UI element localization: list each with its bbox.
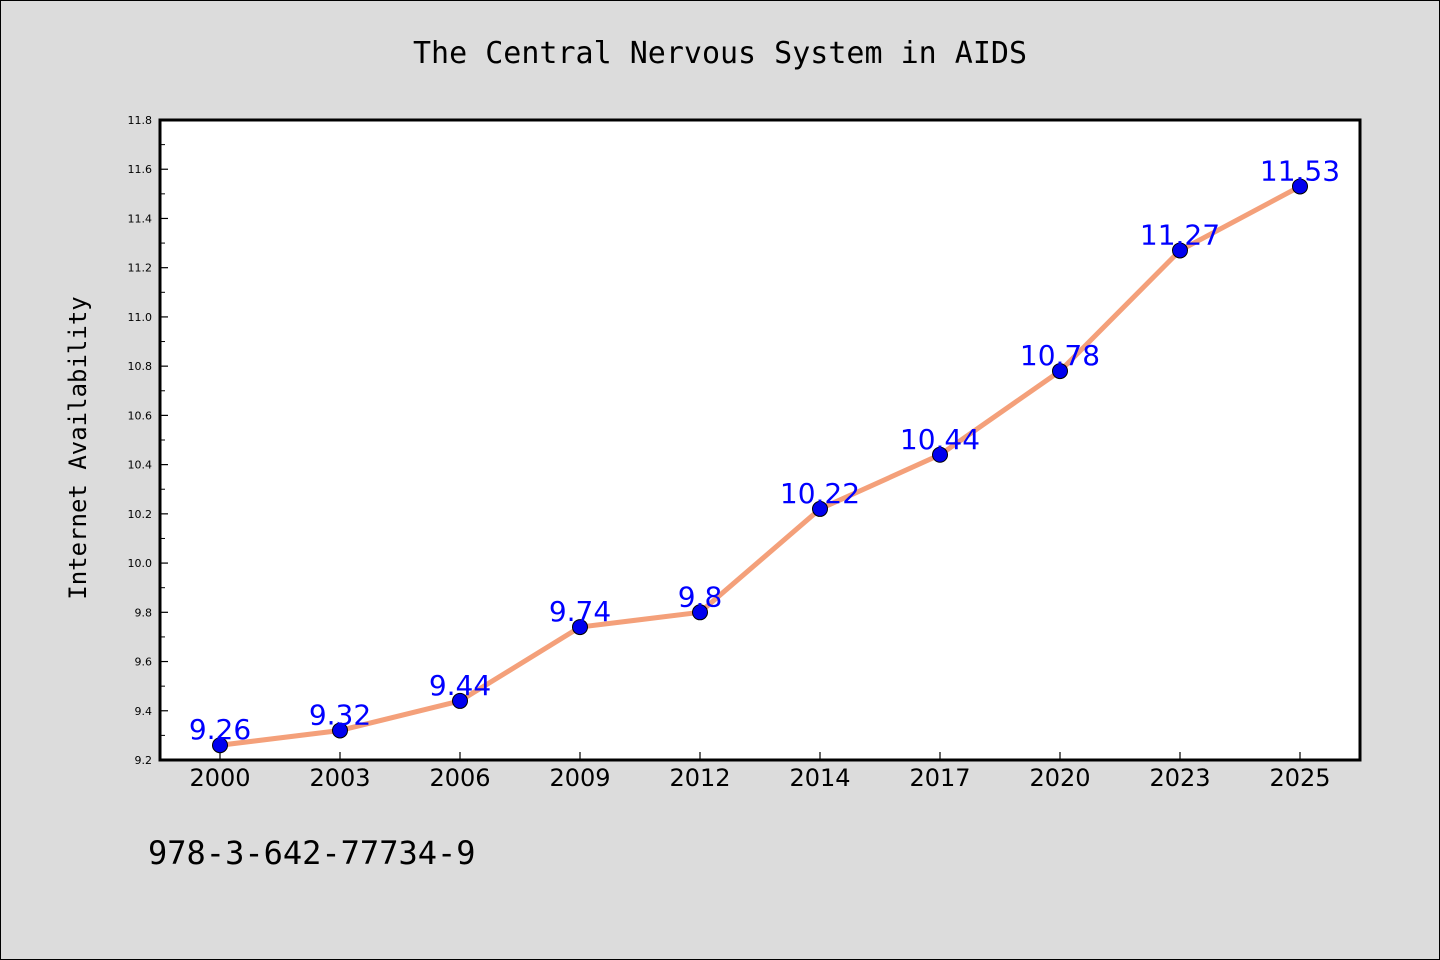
y-tick-label: 11.0 [128,311,153,324]
data-label: 10.22 [780,477,860,510]
plot-frame [158,118,1362,762]
chart-title: The Central Nervous System in AIDS [413,36,1027,71]
y-tick-label: 10.4 [128,459,153,472]
y-tick-label: 11.8 [128,114,153,127]
x-tick-label: 2020 [1029,764,1090,792]
y-tick-label: 11.2 [128,262,153,275]
x-tick-label: 2025 [1269,764,1330,792]
y-tick-label: 9.4 [135,705,153,718]
y-tick-label: 9.6 [135,656,153,669]
data-point [692,604,708,621]
data-label: 9.8 [678,580,723,613]
y-tick-label: 9.8 [135,606,153,619]
y-axis-label: Internet Availability [64,296,92,599]
x-tick-label: 2009 [549,764,610,792]
data-label: 11.27 [1140,218,1220,251]
isbn-text: 978-3-642-77734-9 [148,834,476,872]
data-point [932,446,948,463]
data-point [1172,242,1188,259]
data-label: 9.44 [429,669,491,702]
data-label: 9.74 [549,595,611,628]
data-point [812,500,828,517]
y-tick-label: 10.0 [128,557,153,570]
y-tick-label: 11.4 [128,212,153,225]
x-tick-label: 2000 [189,764,250,792]
x-tick-label: 2012 [669,764,730,792]
y-tick-label: 10.8 [128,360,153,373]
series-line [219,184,1302,748]
y-tick-label: 10.2 [128,508,153,521]
plot-area [160,120,1360,760]
data-label: 11.53 [1260,154,1340,187]
data-point [452,692,468,709]
x-tick-label: 2023 [1149,764,1210,792]
data-point [1292,178,1308,195]
x-tick-label: 2006 [429,764,490,792]
data-label: 10.78 [1020,339,1100,372]
y-tick-label: 10.6 [128,409,153,422]
data-label: 9.26 [189,713,251,746]
x-tick-label: 2017 [909,764,970,792]
data-labels: 9.26 9.32 9.44 9.74 9.8 10.22 10.44 10.78 11.27 1… [189,154,1340,746]
y-tick-label: 11.6 [128,163,153,176]
data-point [332,722,348,739]
x-axis: 2000 2003 2006 2009 2012 2014 2017 2020 2023 2025 [189,752,1331,792]
series-markers [212,178,1308,754]
data-point [212,737,228,754]
data-point [1052,363,1068,380]
data-label: 10.44 [900,423,980,456]
y-tick-label: 9.2 [135,754,153,767]
data-point [572,619,588,636]
x-tick-label: 2014 [789,764,850,792]
data-label: 9.32 [309,698,371,731]
x-tick-label: 2003 [309,764,370,792]
